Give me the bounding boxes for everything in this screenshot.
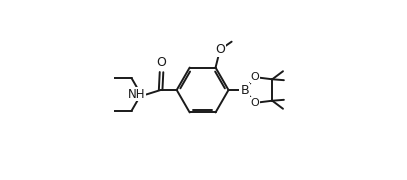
Text: B: B <box>240 84 249 96</box>
Text: O: O <box>251 98 259 108</box>
Text: O: O <box>251 72 259 82</box>
Text: O: O <box>157 57 166 69</box>
Text: O: O <box>215 43 225 56</box>
Text: NH: NH <box>128 88 145 101</box>
